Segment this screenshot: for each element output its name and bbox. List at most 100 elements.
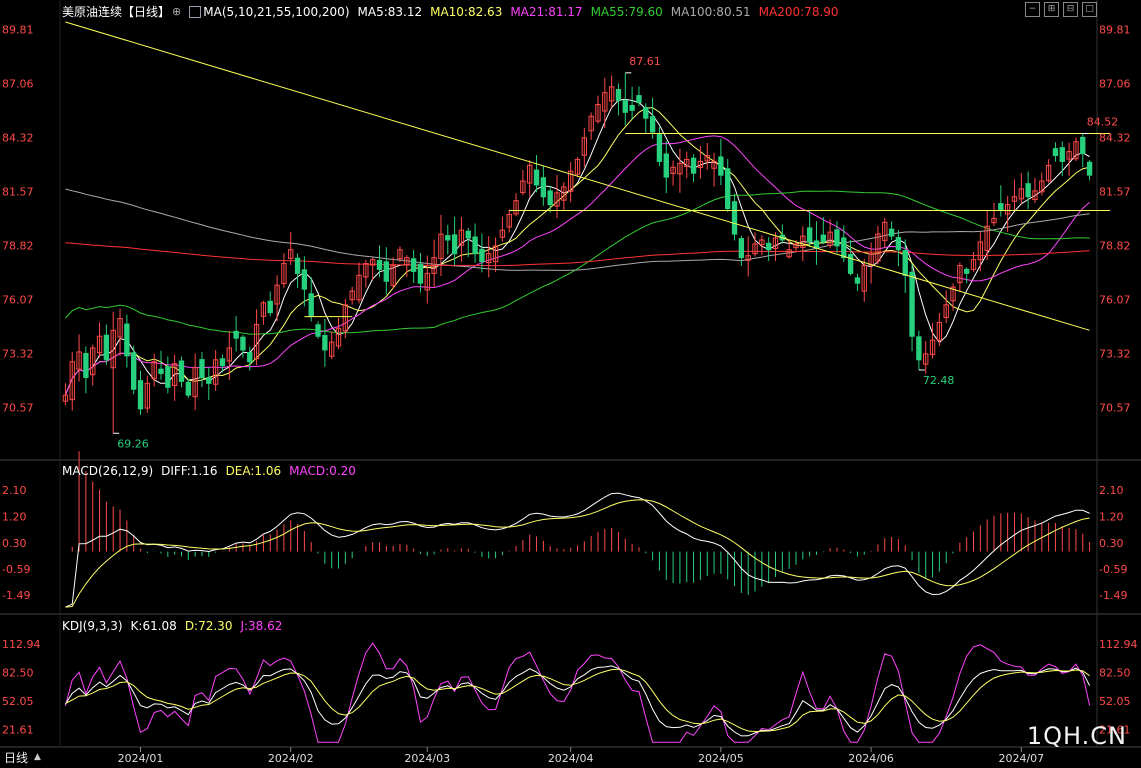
candle-body: [240, 336, 246, 351]
bottom-bar: 日线 ▲: [0, 746, 41, 768]
x-tick-label: 2024/03: [404, 752, 450, 765]
candle-body: [731, 201, 738, 235]
ma5-value: MA5:83.12: [357, 4, 423, 19]
window-grid-icon[interactable]: ⊞: [1044, 2, 1059, 17]
candle-body: [1066, 151, 1072, 160]
candle-body: [499, 229, 506, 238]
period-dropdown-icon[interactable]: ▲: [34, 752, 41, 762]
period-label[interactable]: 【日线】: [122, 5, 171, 19]
candle-body: [765, 242, 772, 251]
macd-dea: DEA:1.06: [225, 464, 282, 478]
candle-body: [786, 249, 792, 258]
candle: [731, 193, 738, 241]
candle: [397, 246, 403, 262]
candle-body: [322, 335, 328, 351]
candle: [431, 239, 437, 288]
candle: [540, 165, 547, 206]
candle: [438, 215, 444, 277]
macd-y-tick-right: -0.59: [1099, 563, 1127, 576]
candle-body: [212, 359, 219, 385]
candle: [233, 316, 239, 352]
candle: [390, 257, 396, 289]
settings-icon[interactable]: [189, 5, 202, 18]
candle-body: [745, 255, 751, 261]
candle-body: [554, 192, 560, 207]
candle-body: [806, 227, 813, 243]
y-tick-left: 70.57: [2, 402, 34, 415]
candle: [970, 252, 977, 272]
candle-body: [233, 330, 239, 339]
candle: [171, 354, 178, 401]
candle: [315, 321, 321, 339]
candle-body: [615, 89, 622, 102]
candle-body: [677, 162, 683, 175]
candle: [813, 221, 820, 265]
candle: [356, 262, 362, 304]
kdj-j: J:38.62: [240, 619, 283, 633]
candle: [697, 146, 704, 179]
candle: [567, 162, 574, 203]
candle: [288, 231, 294, 266]
window-minimize-icon[interactable]: −: [1025, 2, 1040, 17]
candle-body: [902, 250, 908, 276]
candle: [274, 275, 280, 322]
candle-body: [124, 323, 130, 357]
candle-body: [643, 107, 649, 119]
candle: [527, 160, 533, 197]
period-button[interactable]: 日线: [4, 750, 29, 765]
candle: [663, 141, 669, 194]
candle: [977, 232, 984, 272]
candle-body: [690, 157, 697, 174]
candle-body: [117, 318, 123, 338]
symbol-title: 美原油连续: [62, 5, 123, 19]
candle: [492, 237, 499, 272]
candle-body: [383, 261, 390, 282]
candle: [165, 356, 171, 394]
candle: [950, 283, 956, 311]
candle: [137, 370, 144, 415]
candle: [964, 267, 970, 284]
candle: [110, 311, 116, 434]
candle-body: [1045, 164, 1052, 182]
candle-body: [861, 265, 867, 292]
window-toolbar: − ⊞ ⊟ □: [1025, 2, 1097, 17]
macd-y-tick-left: 2.10: [2, 484, 27, 497]
candle-body: [725, 168, 731, 210]
candle: [957, 262, 963, 292]
candle-body: [595, 103, 601, 122]
candle-body: [342, 304, 349, 332]
candle: [486, 236, 492, 278]
candle: [90, 344, 96, 386]
candle: [861, 259, 867, 302]
window-maximize-icon[interactable]: □: [1082, 2, 1097, 17]
candle: [936, 313, 943, 347]
main-header: 美原油连续 【日线】 ⊕ MA(5,10,21,55,100,200) MA5:…: [62, 3, 839, 20]
kdj-y-tick-right: 52.05: [1099, 695, 1131, 708]
candle: [451, 216, 458, 266]
kdj-k-line: [64, 665, 1091, 737]
candle: [834, 221, 840, 254]
candle: [690, 154, 697, 183]
candle-body: [206, 377, 212, 384]
kdj-d: D:72.30: [184, 619, 233, 633]
ma100-line: [65, 188, 1090, 271]
candle-body: [431, 257, 437, 274]
candle-body: [83, 353, 89, 378]
candle-body: [847, 253, 854, 274]
candle-body: [759, 239, 765, 246]
candle: [820, 216, 826, 245]
candle-body: [424, 272, 430, 291]
candle: [349, 286, 355, 305]
candle-body: [110, 329, 116, 369]
window-layout-icon[interactable]: ⊟: [1063, 2, 1078, 17]
y-tick-right: 89.81: [1099, 24, 1131, 37]
candle: [916, 330, 922, 371]
candle-body: [486, 253, 492, 264]
toggle-icon[interactable]: ⊕: [172, 5, 182, 18]
candle-body: [984, 225, 990, 251]
candle: [479, 233, 485, 273]
x-tick-label: 2024/04: [548, 752, 594, 765]
candle-body: [363, 263, 369, 278]
candle-body: [841, 237, 847, 259]
candle: [547, 185, 553, 213]
